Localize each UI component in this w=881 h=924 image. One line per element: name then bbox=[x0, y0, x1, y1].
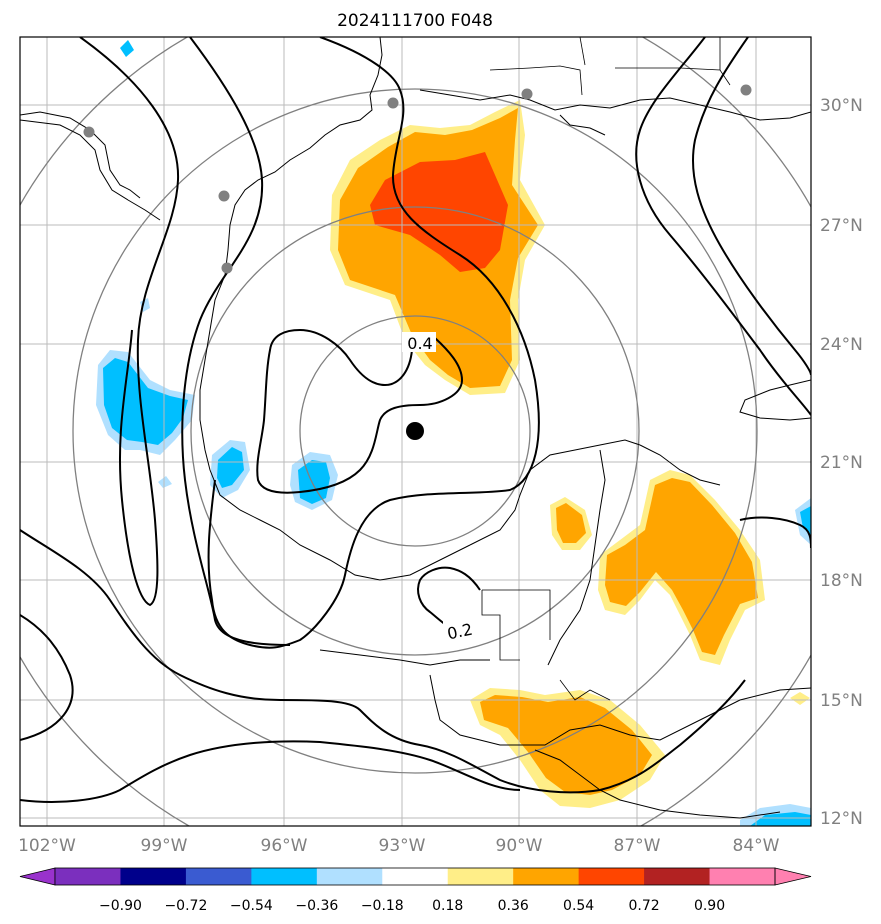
station-markers bbox=[83, 84, 752, 274]
negative-region-tiny-1 bbox=[120, 40, 134, 57]
station-marker bbox=[387, 97, 399, 109]
colorbar-tick-label: −0.72 bbox=[164, 898, 207, 914]
lat-label: 27°N bbox=[820, 216, 863, 236]
positive-region-central-america bbox=[480, 695, 652, 795]
colorbar-tick-label: 0.72 bbox=[629, 898, 660, 914]
range-rings bbox=[20, 37, 811, 826]
colorbar-bin bbox=[185, 868, 252, 885]
negative-region-southeast bbox=[750, 812, 811, 826]
lat-label: 21°N bbox=[820, 453, 863, 473]
station-marker bbox=[218, 190, 230, 202]
map-frame bbox=[19, 36, 812, 827]
lat-label: 30°N bbox=[820, 96, 863, 116]
station-marker bbox=[740, 84, 752, 96]
colorbar-bin bbox=[55, 868, 121, 885]
map-title: 2024111700 F048 bbox=[337, 11, 493, 31]
negative-region-tiny-3 bbox=[158, 476, 172, 488]
colorbar-bin bbox=[644, 868, 711, 885]
lon-label: 87°W bbox=[614, 836, 661, 856]
colorbar-bin bbox=[709, 868, 776, 885]
positive-region-small bbox=[556, 503, 586, 543]
station-marker bbox=[521, 88, 533, 100]
negative-region-campeche bbox=[298, 460, 330, 504]
latitude-labels: 30°N 27°N 24°N 21°N 18°N 15°N 12°N bbox=[820, 96, 863, 829]
lat-label: 24°N bbox=[820, 335, 863, 355]
station-marker bbox=[221, 262, 233, 274]
country-borders bbox=[481, 37, 731, 701]
contour-label-0-2: 0.2 bbox=[445, 620, 474, 644]
strong-region-gulf bbox=[370, 152, 508, 272]
colorbar-bin bbox=[316, 868, 383, 885]
colorbar-tick-label: 0.54 bbox=[563, 898, 594, 914]
lon-label: 102°W bbox=[18, 836, 76, 856]
colorbar-tick-label: 0.18 bbox=[432, 898, 463, 914]
colorbar-tick-label: −0.18 bbox=[361, 898, 404, 914]
lon-label: 99°W bbox=[141, 836, 188, 856]
colorbar-bin bbox=[578, 868, 645, 885]
map-area: 0.4 0.2 bbox=[20, 37, 811, 826]
negative-region-west bbox=[103, 358, 188, 445]
longitude-labels: 102°W 99°W 96°W 93°W 90°W 87°W 84°W bbox=[18, 836, 780, 856]
contour-lines bbox=[20, 37, 811, 803]
colorbar-bin bbox=[513, 868, 580, 885]
colorbar-bin bbox=[120, 868, 187, 885]
colorbar-tick-label: 0.90 bbox=[694, 898, 725, 914]
lat-label: 12°N bbox=[820, 809, 863, 829]
lon-label: 84°W bbox=[733, 836, 780, 856]
coastlines bbox=[20, 37, 811, 819]
colorbar-bin bbox=[251, 868, 318, 885]
colorbar: −0.90 −0.72 −0.54 −0.36 −0.18 0.18 0.36 0.54 0.7… bbox=[19, 867, 812, 914]
colorbar-tick-label: 0.36 bbox=[498, 898, 529, 914]
station-marker bbox=[83, 126, 95, 138]
lon-label: 90°W bbox=[496, 836, 543, 856]
negative-region-coast bbox=[217, 447, 244, 488]
gridlines bbox=[20, 37, 811, 826]
lat-label: 15°N bbox=[820, 691, 863, 711]
colorbar-tick-label: −0.54 bbox=[230, 898, 273, 914]
positive-region-east-tiny bbox=[790, 692, 810, 705]
colorbar-under-triangle bbox=[19, 867, 56, 886]
colorbar-over-triangle bbox=[774, 867, 812, 886]
lon-label: 93°W bbox=[379, 836, 426, 856]
shaded-fields bbox=[96, 40, 811, 826]
lon-label: 96°W bbox=[261, 836, 308, 856]
colorbar-tick-label: −0.36 bbox=[295, 898, 338, 914]
colorbar-bin bbox=[447, 868, 514, 885]
lat-label: 18°N bbox=[820, 571, 863, 591]
negative-region-east bbox=[800, 506, 811, 535]
contour-label-0-4: 0.4 bbox=[407, 334, 432, 353]
colorbar-frame bbox=[54, 867, 776, 886]
storm-center-marker bbox=[406, 422, 424, 440]
colorbar-tick-label: −0.90 bbox=[99, 898, 142, 914]
colorbar-bin bbox=[382, 868, 449, 885]
contour-label-bg-2 bbox=[443, 620, 477, 640]
positive-region-yucatan bbox=[605, 478, 758, 655]
contour-label-bg-1 bbox=[402, 332, 436, 352]
